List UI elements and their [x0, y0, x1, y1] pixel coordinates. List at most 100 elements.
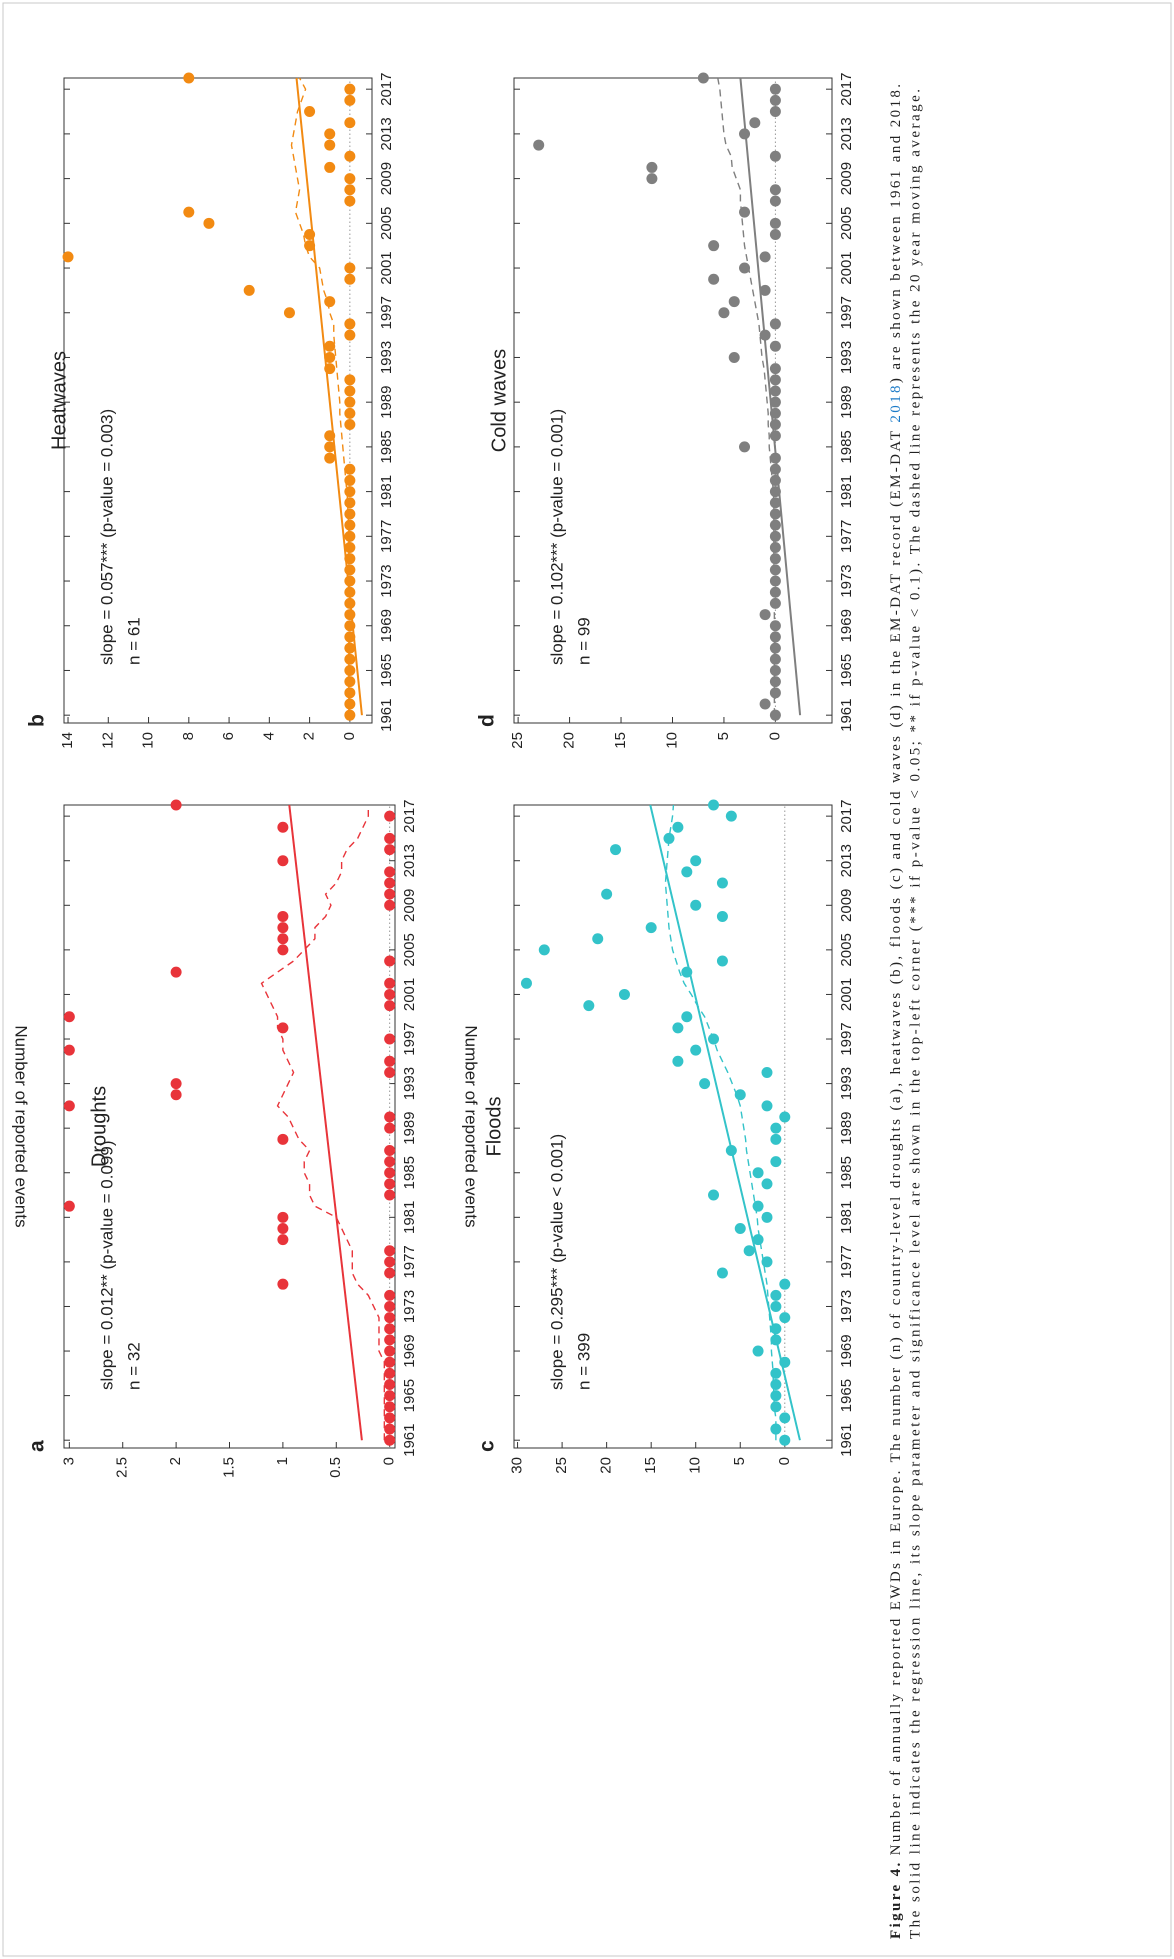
x-tick-label: 1969 [401, 1334, 418, 1367]
data-point [384, 955, 396, 967]
data-point [533, 139, 545, 151]
data-point [384, 1356, 396, 1368]
x-tick-label: 1977 [401, 1245, 418, 1278]
data-point [769, 620, 781, 632]
data-point [779, 1312, 791, 1324]
data-point [769, 184, 781, 196]
x-tick-label: 1965 [401, 1379, 418, 1412]
data-point [769, 553, 781, 565]
data-point [344, 575, 356, 587]
x-tick-label: 1977 [838, 520, 855, 553]
data-point [384, 1323, 396, 1335]
x-tick-label: 1989 [838, 385, 855, 418]
data-point [344, 173, 356, 185]
data-point [681, 866, 693, 878]
x-tick-label: 1985 [401, 1156, 418, 1189]
x-tick-label: 2005 [401, 933, 418, 966]
y-tick-label: 10 [687, 1457, 704, 1474]
data-point [283, 307, 295, 319]
data-point [739, 441, 751, 453]
data-point [769, 318, 781, 330]
data-point [770, 1122, 782, 1134]
y-tick-label: 15 [642, 1457, 659, 1474]
y-tick-label: 30 [509, 1457, 526, 1474]
x-tick-label: 1985 [838, 430, 855, 463]
y-tick-label: 20 [561, 732, 578, 749]
data-point [384, 1122, 396, 1134]
x-tick-label: 1993 [838, 1067, 855, 1100]
data-point [770, 1390, 782, 1402]
data-point [769, 106, 781, 118]
y-axis-label: Number of reported events [12, 1025, 31, 1227]
data-point [384, 810, 396, 822]
data-point [779, 1111, 791, 1123]
data-point [769, 340, 781, 352]
data-point [344, 117, 356, 129]
data-point [344, 564, 356, 576]
plot-frame [513, 77, 833, 724]
caption-text: ) are shown between 1961 and 2018. [888, 84, 904, 383]
panel-title: Floods [483, 1096, 505, 1156]
data-point [769, 687, 781, 699]
x-tick-label: 1965 [378, 654, 395, 687]
data-point [384, 1033, 396, 1045]
annotation: slope = 0.102*** (p-value = 0.001) [547, 409, 566, 665]
x-tick-label: 1981 [378, 475, 395, 508]
data-point [277, 1022, 289, 1034]
x-tick-label: 2017 [838, 799, 855, 832]
data-point [770, 1334, 782, 1346]
data-point [344, 631, 356, 643]
data-point [344, 519, 356, 531]
y-tick-label: 14 [59, 732, 76, 749]
x-tick-label: 2017 [378, 72, 395, 105]
data-point [384, 988, 396, 1000]
data-point [779, 1356, 791, 1368]
data-point [384, 877, 396, 889]
data-point [63, 1100, 75, 1112]
data-point [324, 340, 336, 352]
y-tick-label: 1.5 [220, 1457, 237, 1478]
data-point [769, 676, 781, 688]
data-point [739, 128, 751, 140]
data-point [277, 1211, 289, 1223]
data-point [769, 586, 781, 598]
x-tick-label: 1965 [838, 1379, 855, 1412]
x-tick-label: 1997 [401, 1022, 418, 1055]
data-point [769, 709, 781, 721]
data-point [779, 1278, 791, 1290]
data-point [384, 1245, 396, 1257]
data-point [344, 262, 356, 274]
data-point [743, 1245, 755, 1257]
x-tick-label: 1973 [378, 564, 395, 597]
data-point [344, 541, 356, 553]
y-tick-label: 2.5 [114, 1457, 131, 1478]
data-point [759, 698, 771, 710]
data-point [324, 161, 336, 173]
data-point [344, 586, 356, 598]
x-tick-label: 1985 [838, 1156, 855, 1189]
data-point [277, 922, 289, 934]
data-point [538, 944, 550, 956]
data-point [384, 1401, 396, 1413]
data-point [384, 1390, 396, 1402]
data-point [344, 374, 356, 386]
x-tick-label: 2001 [401, 978, 418, 1011]
x-tick-label: 2013 [401, 844, 418, 877]
data-point [708, 240, 720, 252]
regression-line [739, 77, 802, 716]
data-point [277, 944, 289, 956]
data-point [690, 1044, 702, 1056]
y-tick-label: 10 [663, 732, 680, 749]
data-point [663, 832, 675, 844]
caption-link[interactable]: 2018 [888, 385, 904, 422]
data-point [769, 94, 781, 106]
data-point [344, 508, 356, 520]
data-point [304, 240, 316, 252]
y-tick-label: 2 [301, 732, 318, 740]
panel-label: b [26, 714, 49, 727]
data-point [183, 206, 195, 218]
data-point [759, 609, 771, 621]
data-point [170, 1089, 182, 1101]
